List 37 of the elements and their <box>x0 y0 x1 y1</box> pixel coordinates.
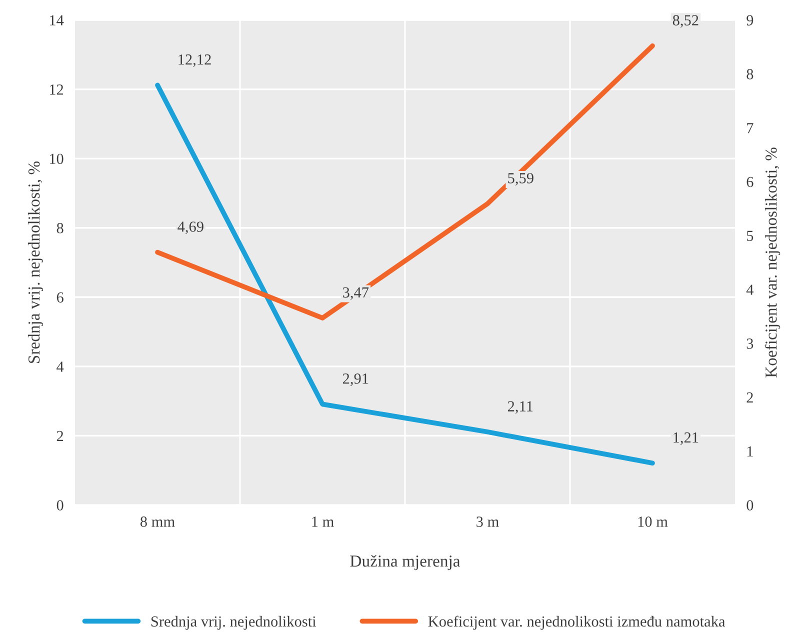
legend-label: Koeficijent var. nejednolikosti između namotaka <box>428 616 726 630</box>
x-axis-title: Dužina mjerenja <box>350 554 460 570</box>
data-label: 2,91 <box>342 373 368 386</box>
data-label: 2,11 <box>508 401 533 414</box>
line-series <box>155 82 655 466</box>
y-tick-label: 10 <box>50 154 64 164</box>
y-axis-title: Srednja vrij. nejednolikosti, % <box>28 161 44 363</box>
y-tick-label: 2 <box>56 430 64 442</box>
y2-tick-label: 8 <box>746 69 754 80</box>
y-tick-label: 14 <box>50 15 64 26</box>
y2-tick-label: 9 <box>746 15 754 26</box>
y2-axis-title: Koeficijent var. nejednoslikosti, % <box>764 148 780 378</box>
y-tick-label: 12 <box>50 84 64 95</box>
y2-tick-label: 7 <box>747 123 754 134</box>
y-tick-label: 6 <box>56 292 64 303</box>
data-label: 4,69 <box>178 222 204 234</box>
x-tick-label: 8 mm <box>140 516 175 527</box>
data-label: 3,47 <box>343 287 369 300</box>
x-tick-label: 10 m <box>638 516 668 527</box>
x-tick-label: 1 m <box>312 516 334 527</box>
y2-tick-label: 5 <box>747 230 754 242</box>
data-label: 1,21 <box>674 432 698 445</box>
data-label: 12,12 <box>178 54 211 67</box>
y-tick-label: 4 <box>56 362 64 372</box>
y2-tick-label: 0 <box>746 500 754 510</box>
data-label: 5,59 <box>508 173 534 186</box>
y2-tick-label: 6 <box>746 176 754 188</box>
line-series <box>155 43 655 320</box>
y2-tick-label: 1 <box>747 446 753 456</box>
y2-tick-label: 2 <box>746 392 753 403</box>
data-label: 8,52 <box>672 15 698 28</box>
legend-label: Srednja vrij. nejednolikosti <box>151 616 316 630</box>
y2-tick-label: 3 <box>746 338 754 349</box>
x-tick-label: 3 m <box>476 516 499 527</box>
y2-tick-label: 4 <box>746 284 754 295</box>
y-tick-label: 8 <box>56 223 64 234</box>
y-tick-label: 0 <box>56 500 64 510</box>
